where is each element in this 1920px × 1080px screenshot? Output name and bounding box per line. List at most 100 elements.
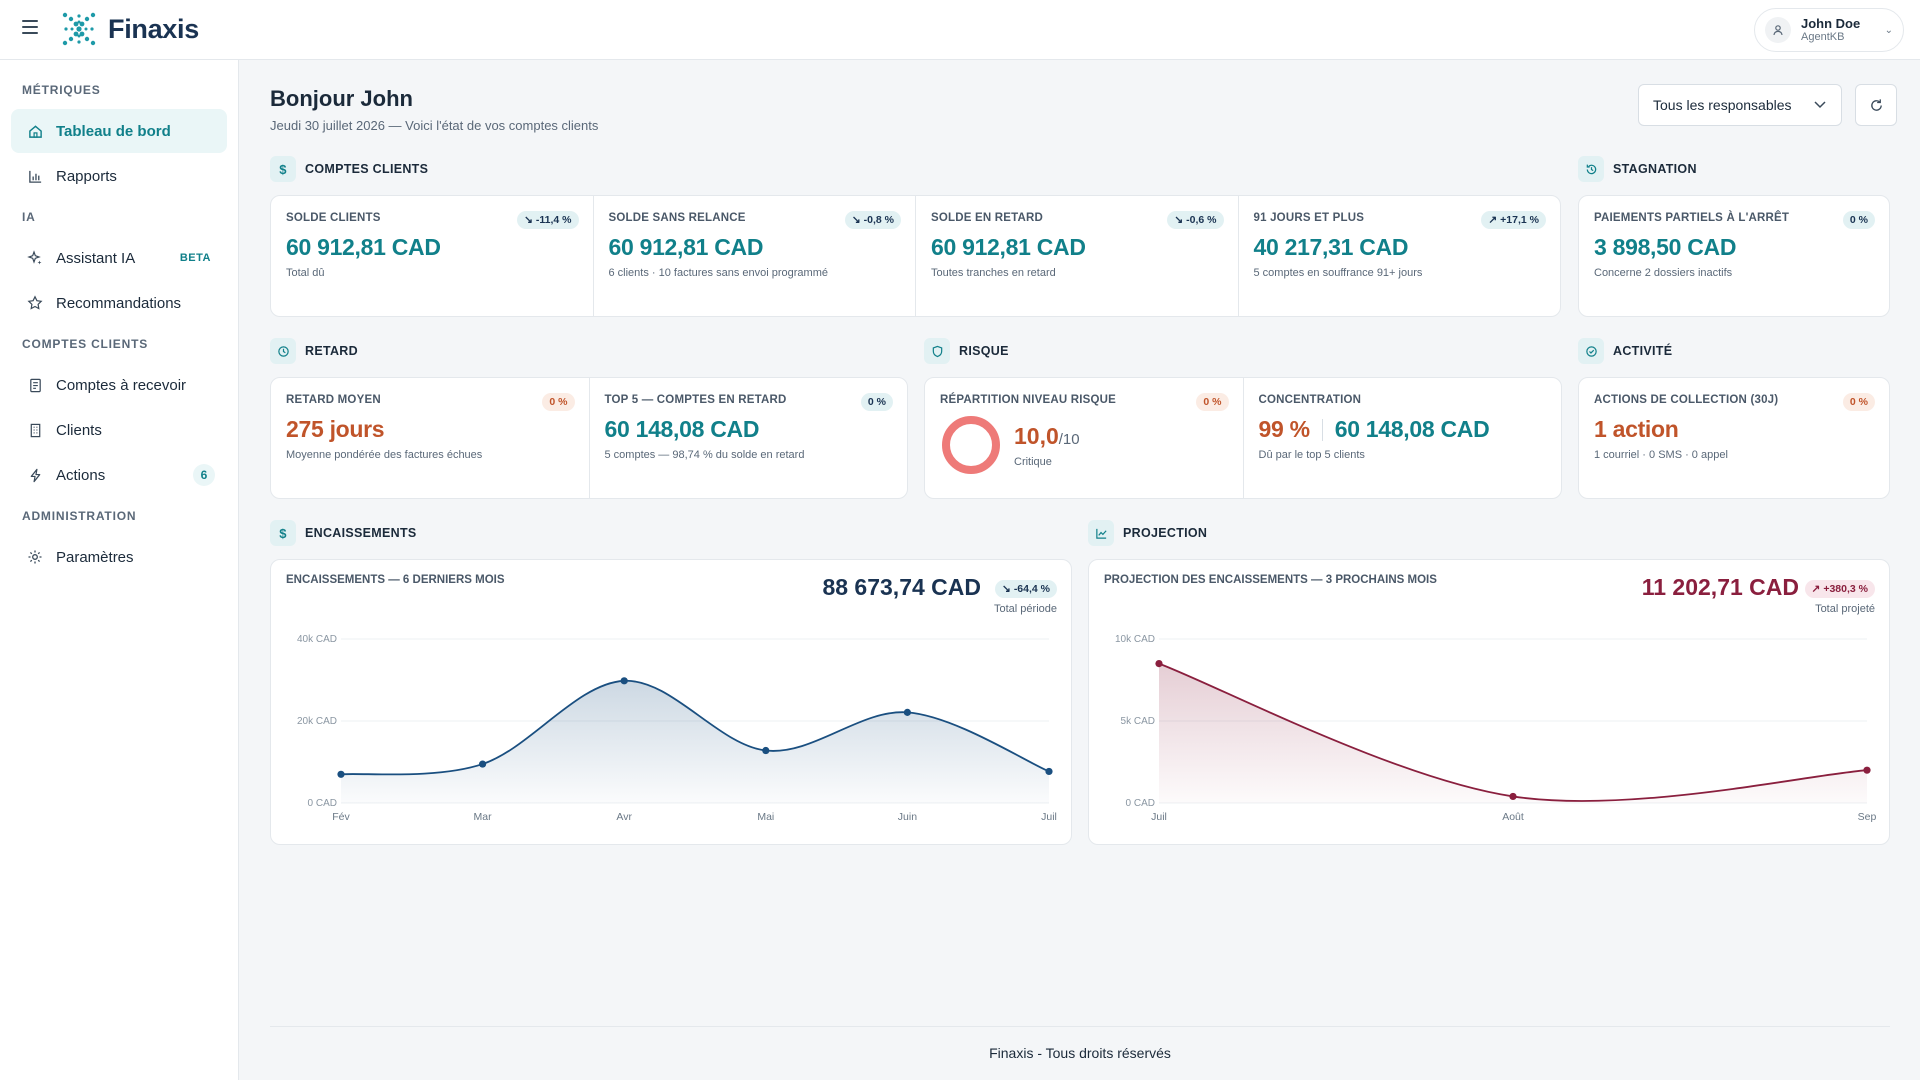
trend-badge: 0 % xyxy=(1842,211,1875,229)
trend-down-icon: ↘ xyxy=(851,214,861,226)
x-tick-label: Juil xyxy=(1041,811,1057,823)
retard-card: RETARD MOYEN 0 % 275 jours Moyenne pondé… xyxy=(270,377,908,499)
kpi-value: 275 jours xyxy=(286,416,385,442)
user-role: AgentKB xyxy=(1801,31,1845,43)
sidebar-item-clients[interactable]: Clients xyxy=(11,408,227,452)
risk-level: Critique xyxy=(1014,455,1052,468)
kpi-91-jours[interactable]: 91 JOURS ET PLUS ↗ +17,1 % 40 217,31 CAD … xyxy=(1237,196,1561,316)
data-point-Juil xyxy=(1045,767,1053,776)
sidebar-section-administration: ADMINISTRATION xyxy=(22,509,137,523)
kpi-value: 1 action xyxy=(1594,416,1679,442)
sidebar-item-label: Rapports xyxy=(56,167,117,185)
kpi-paiements-partiels[interactable]: PAIEMENTS PARTIELS À L'ARRÊT 0 % 3 898,5… xyxy=(1579,196,1889,316)
risk-donut-chart xyxy=(942,416,1000,474)
beta-badge: BETA xyxy=(179,252,211,264)
kpi-label: SOLDE CLIENTS xyxy=(286,212,381,224)
trend-badge: ↘ -0,6 % xyxy=(1167,211,1224,229)
kpi-repartition-risque[interactable]: RÉPARTITION NIVEAU RISQUE 0 % 10,0/10 Cr… xyxy=(925,378,1243,498)
kpi-concentration[interactable]: CONCENTRATION 99 % 60 148,08 CAD Dû par … xyxy=(1242,378,1562,498)
projection-chart-card: PROJECTION DES ENCAISSEMENTS — 3 PROCHAI… xyxy=(1088,559,1890,845)
projection-chart: 0 CAD 5k CAD 10k CAD Juil Août Sep xyxy=(1115,634,1877,823)
clock-icon xyxy=(270,338,296,364)
sidebar-section-metriques: MÉTRIQUES xyxy=(22,83,101,97)
refresh-button[interactable] xyxy=(1855,84,1897,126)
responsable-select[interactable]: Tous les responsables xyxy=(1638,84,1842,126)
history-icon xyxy=(1578,156,1604,182)
trend-badge: ↘ -64,4 % xyxy=(995,580,1057,598)
kpi-value: 60 148,08 CAD xyxy=(604,416,760,442)
sidebar-item-label: Recommandations xyxy=(56,294,182,312)
sidebar-item-tableau-de-bord[interactable]: Tableau de bord xyxy=(11,109,227,153)
section-comptes-clients: $ COMPTES CLIENTS xyxy=(270,156,428,182)
sidebar-item-label: Comptes à recevoir xyxy=(56,376,187,394)
trend-up-icon: ↗ xyxy=(1488,214,1498,226)
section-title: ENCAISSEMENTS xyxy=(305,526,417,540)
kpi-subtext: Toutes tranches en retard xyxy=(931,267,1056,279)
kpi-retard-moyen[interactable]: RETARD MOYEN 0 % 275 jours Moyenne pondé… xyxy=(271,378,589,498)
sidebar-item-assistant-ia[interactable]: Assistant IA BETA xyxy=(11,236,227,280)
trend-down-icon: ↘ xyxy=(1002,583,1011,595)
y-tick-label: 40k CAD xyxy=(297,634,337,645)
kpi-subtext: 5 comptes — 98,74 % du solde en retard xyxy=(604,449,805,461)
data-point-Avr xyxy=(620,677,628,685)
chart-total-value: 11 202,71 CAD xyxy=(1641,574,1799,600)
sidebar-item-rapports[interactable]: Rapports xyxy=(11,154,227,198)
user-menu[interactable]: John Doe AgentKB ⌄ xyxy=(1754,8,1904,52)
encaissements-chart: 0 CAD 20k CAD 40k CAD Fév Mar Avr Mai Juin Juil xyxy=(297,634,1057,823)
menu-icon[interactable] xyxy=(22,20,38,34)
data-point-Juil xyxy=(1155,660,1163,668)
user-name: John Doe xyxy=(1801,16,1861,31)
series-area xyxy=(341,680,1049,803)
section-title: RETARD xyxy=(305,344,358,358)
series-line xyxy=(340,679,1050,776)
sidebar-item-actions[interactable]: Actions 6 xyxy=(11,453,227,497)
trend-down-icon: ↘ xyxy=(1174,214,1184,226)
app-logo[interactable]: Finaxis xyxy=(60,10,199,48)
refresh-icon xyxy=(1870,98,1882,111)
dollar-icon: $ xyxy=(270,520,296,546)
sidebar-item-label: Assistant IA xyxy=(56,249,136,267)
x-tick-label: Sep xyxy=(1858,811,1877,823)
data-point-Mar xyxy=(479,760,487,768)
sidebar-item-label: Actions xyxy=(56,466,106,484)
shield-icon xyxy=(924,338,950,364)
kpi-solde-sans-relance[interactable]: SOLDE SANS RELANCE ↘ -0,8 % 60 912,81 CAD… xyxy=(592,196,916,316)
line-chart-icon xyxy=(1088,520,1114,546)
kpi-label: TOP 5 — COMPTES EN RETARD xyxy=(604,394,787,406)
section-encaissements: $ ENCAISSEMENTS xyxy=(270,520,417,546)
sidebar-item-comptes-a-recevoir[interactable]: Comptes à recevoir xyxy=(11,363,227,407)
document-icon xyxy=(26,376,44,394)
kpi-solde-en-retard[interactable]: SOLDE EN RETARD ↘ -0,6 % 60 912,81 CAD To… xyxy=(915,196,1238,316)
sidebar-item-parametres[interactable]: Paramètres xyxy=(11,535,227,579)
kpi-subtext: Concerne 2 dossiers inactifs xyxy=(1594,267,1733,279)
chart-total-label: Total période xyxy=(994,603,1057,615)
lightning-icon xyxy=(26,466,44,484)
section-title: ACTIVITÉ xyxy=(1613,344,1673,358)
y-tick-label: 5k CAD xyxy=(1121,716,1155,727)
kpi-solde-clients[interactable]: SOLDE CLIENTS ↘ -11,4 % 60 912,81 CAD Tot… xyxy=(271,196,593,316)
series-area xyxy=(1159,663,1867,803)
building-icon xyxy=(26,421,44,439)
risk-score: 10,0 xyxy=(1014,422,1059,449)
chart-total-label: Total projeté xyxy=(1815,603,1875,615)
y-tick-label: 20k CAD xyxy=(297,716,337,727)
kpi-value: 60 912,81 CAD xyxy=(931,234,1086,260)
section-activite: ACTIVITÉ xyxy=(1578,338,1672,364)
x-tick-label: Mar xyxy=(474,811,493,823)
footer: Finaxis - Tous droits réservés xyxy=(270,1026,1890,1061)
sidebar-section-ia: IA xyxy=(22,210,36,224)
kpi-label: CONCENTRATION xyxy=(1258,394,1362,406)
sidebar-item-recommandations[interactable]: Recommandations xyxy=(11,281,227,325)
trend-badge: ↘ -11,4 % xyxy=(517,211,579,229)
check-circle-icon xyxy=(1578,338,1604,364)
kpi-top5-retard[interactable]: TOP 5 — COMPTES EN RETARD 0 % 60 148,08 … xyxy=(588,378,908,498)
activite-card: ACTIONS DE COLLECTION (30J) 0 % 1 action… xyxy=(1578,377,1890,499)
kpi-label: RETARD MOYEN xyxy=(286,394,381,406)
risk-scale: /10 xyxy=(1058,430,1080,448)
x-tick-label: Mai xyxy=(757,811,774,823)
kpi-actions-collection[interactable]: ACTIONS DE COLLECTION (30J) 0 % 1 action… xyxy=(1579,378,1889,498)
sidebar-section-comptes-clients: COMPTES CLIENTS xyxy=(22,337,149,351)
trend-badge: ↘ -0,8 % xyxy=(844,211,901,229)
trend-up-icon: ↗ xyxy=(1811,583,1821,595)
app-name: Finaxis xyxy=(108,13,199,44)
